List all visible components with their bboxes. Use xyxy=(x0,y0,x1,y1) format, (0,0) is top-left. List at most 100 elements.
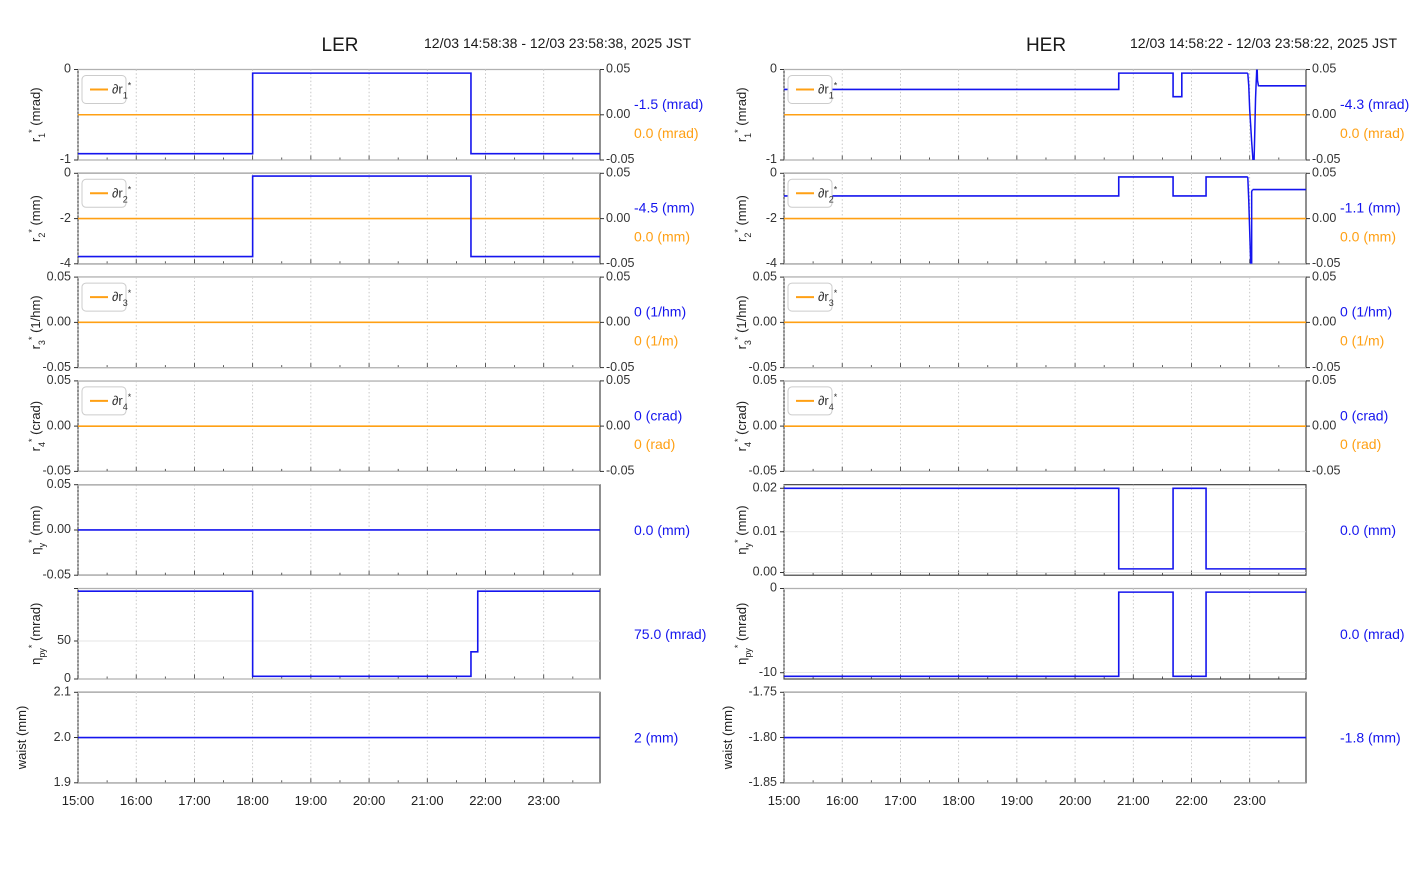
svg-text:16:00: 16:00 xyxy=(826,793,859,808)
svg-text:16:00: 16:00 xyxy=(120,793,153,808)
svg-text:23:00: 23:00 xyxy=(527,793,560,808)
svg-text:ηy* (mm): ηy* (mm) xyxy=(27,505,47,554)
svg-text:0.05: 0.05 xyxy=(606,166,630,180)
svg-text:0: 0 xyxy=(64,62,71,76)
svg-text:19:00: 19:00 xyxy=(295,793,328,808)
svg-text:0.00: 0.00 xyxy=(1312,107,1336,121)
svg-text:waist (mm): waist (mm) xyxy=(720,706,735,771)
svg-text:ηy* (mm): ηy* (mm) xyxy=(733,505,753,554)
svg-text:0.05: 0.05 xyxy=(1312,269,1336,283)
svg-text:-2: -2 xyxy=(766,211,777,225)
svg-text:-1.85: -1.85 xyxy=(749,775,778,789)
svg-text:-1: -1 xyxy=(60,152,71,166)
svg-text:1.9: 1.9 xyxy=(54,775,71,789)
svg-text:21:00: 21:00 xyxy=(1117,793,1150,808)
svg-text:0.05: 0.05 xyxy=(753,269,777,283)
svg-text:17:00: 17:00 xyxy=(178,793,211,808)
svg-text:0.00: 0.00 xyxy=(47,522,71,536)
svg-text:-4.5 (mm): -4.5 (mm) xyxy=(634,200,695,216)
svg-text:-4.3 (mrad): -4.3 (mrad) xyxy=(1340,96,1409,112)
svg-text:0.0 (mrad): 0.0 (mrad) xyxy=(1340,125,1405,141)
svg-text:17:00: 17:00 xyxy=(884,793,917,808)
svg-text:0.0 (mm): 0.0 (mm) xyxy=(1340,229,1396,245)
svg-text:2 (mm): 2 (mm) xyxy=(634,730,678,746)
svg-text:-0.05: -0.05 xyxy=(606,360,635,374)
svg-text:22:00: 22:00 xyxy=(1175,793,1208,808)
svg-text:0.00: 0.00 xyxy=(1312,418,1336,432)
svg-text:0 (rad): 0 (rad) xyxy=(634,436,675,452)
svg-text:-1.8 (mm): -1.8 (mm) xyxy=(1340,730,1401,746)
svg-text:r1* (mrad): r1* (mrad) xyxy=(27,87,47,142)
svg-text:-0.05: -0.05 xyxy=(749,360,778,374)
svg-text:-0.05: -0.05 xyxy=(749,464,778,478)
svg-text:0.05: 0.05 xyxy=(1312,62,1336,76)
svg-text:22:00: 22:00 xyxy=(469,793,502,808)
svg-text:ηpy* (mrad): ηpy* (mrad) xyxy=(733,603,753,665)
svg-text:r1* (mrad): r1* (mrad) xyxy=(733,87,753,142)
svg-text:-0.05: -0.05 xyxy=(606,152,635,166)
svg-text:0: 0 xyxy=(770,62,777,76)
svg-text:0.05: 0.05 xyxy=(606,373,630,387)
svg-text:0 (rad): 0 (rad) xyxy=(1340,436,1381,452)
svg-text:21:00: 21:00 xyxy=(411,793,444,808)
svg-text:0: 0 xyxy=(770,166,777,180)
svg-text:-2: -2 xyxy=(60,211,71,225)
svg-text:-0.05: -0.05 xyxy=(1312,256,1341,270)
svg-text:-0.05: -0.05 xyxy=(43,360,72,374)
svg-text:-4: -4 xyxy=(766,256,777,270)
svg-text:18:00: 18:00 xyxy=(942,793,975,808)
svg-text:r3* (1/hm): r3* (1/hm) xyxy=(733,295,753,349)
svg-text:2.1: 2.1 xyxy=(54,685,71,699)
svg-text:r4* (crad): r4* (crad) xyxy=(27,401,47,451)
svg-text:0: 0 xyxy=(64,671,71,685)
svg-text:0 (crad): 0 (crad) xyxy=(634,407,682,423)
svg-text:0.01: 0.01 xyxy=(753,524,777,538)
svg-text:0 (crad): 0 (crad) xyxy=(1340,407,1388,423)
svg-text:20:00: 20:00 xyxy=(353,793,386,808)
svg-text:0.05: 0.05 xyxy=(47,373,71,387)
svg-text:-0.05: -0.05 xyxy=(1312,152,1341,166)
svg-text:ηpy* (mrad): ηpy* (mrad) xyxy=(27,603,47,665)
svg-text:-0.05: -0.05 xyxy=(1312,464,1341,478)
svg-text:0.05: 0.05 xyxy=(606,62,630,76)
svg-text:15:00: 15:00 xyxy=(768,793,801,808)
svg-text:0: 0 xyxy=(64,166,71,180)
svg-text:0.00: 0.00 xyxy=(1312,211,1336,225)
svg-text:-0.05: -0.05 xyxy=(606,464,635,478)
svg-text:r4* (crad): r4* (crad) xyxy=(733,401,753,451)
svg-text:0.05: 0.05 xyxy=(1312,373,1336,387)
svg-text:0.0 (mm): 0.0 (mm) xyxy=(1340,522,1396,538)
svg-text:-1.75: -1.75 xyxy=(749,685,778,699)
svg-text:0.00: 0.00 xyxy=(606,107,630,121)
svg-text:0.05: 0.05 xyxy=(47,269,71,283)
svg-text:15:00: 15:00 xyxy=(62,793,95,808)
svg-text:0.0 (mm): 0.0 (mm) xyxy=(634,229,690,245)
svg-text:19:00: 19:00 xyxy=(1001,793,1034,808)
svg-text:0.02: 0.02 xyxy=(753,481,777,495)
svg-text:0 (1/hm): 0 (1/hm) xyxy=(634,304,686,320)
svg-text:0.00: 0.00 xyxy=(753,315,777,329)
svg-text:75.0 (mrad): 75.0 (mrad) xyxy=(634,626,706,642)
svg-text:0.0 (mm): 0.0 (mm) xyxy=(634,522,690,538)
svg-text:0 (1/m): 0 (1/m) xyxy=(634,333,678,349)
svg-text:r2* (mm): r2* (mm) xyxy=(27,195,47,242)
svg-text:0.0 (mrad): 0.0 (mrad) xyxy=(634,125,699,141)
svg-text:-0.05: -0.05 xyxy=(43,464,72,478)
svg-text:0.00: 0.00 xyxy=(606,315,630,329)
svg-text:18:00: 18:00 xyxy=(236,793,269,808)
svg-text:0.05: 0.05 xyxy=(1312,166,1336,180)
svg-text:20:00: 20:00 xyxy=(1059,793,1092,808)
svg-text:waist (mm): waist (mm) xyxy=(14,706,29,771)
svg-text:-0.05: -0.05 xyxy=(43,567,72,581)
svg-text:-0.05: -0.05 xyxy=(1312,360,1341,374)
svg-text:0.05: 0.05 xyxy=(606,269,630,283)
svg-text:0.00: 0.00 xyxy=(606,211,630,225)
svg-text:0.00: 0.00 xyxy=(606,418,630,432)
svg-text:-1.5 (mrad): -1.5 (mrad) xyxy=(634,96,703,112)
svg-text:r2* (mm): r2* (mm) xyxy=(733,195,753,242)
svg-text:0: 0 xyxy=(770,581,777,595)
svg-text:0.00: 0.00 xyxy=(753,418,777,432)
svg-text:-1.80: -1.80 xyxy=(749,730,778,744)
svg-text:0.00: 0.00 xyxy=(753,565,777,579)
svg-text:-1.1 (mm): -1.1 (mm) xyxy=(1340,200,1401,216)
